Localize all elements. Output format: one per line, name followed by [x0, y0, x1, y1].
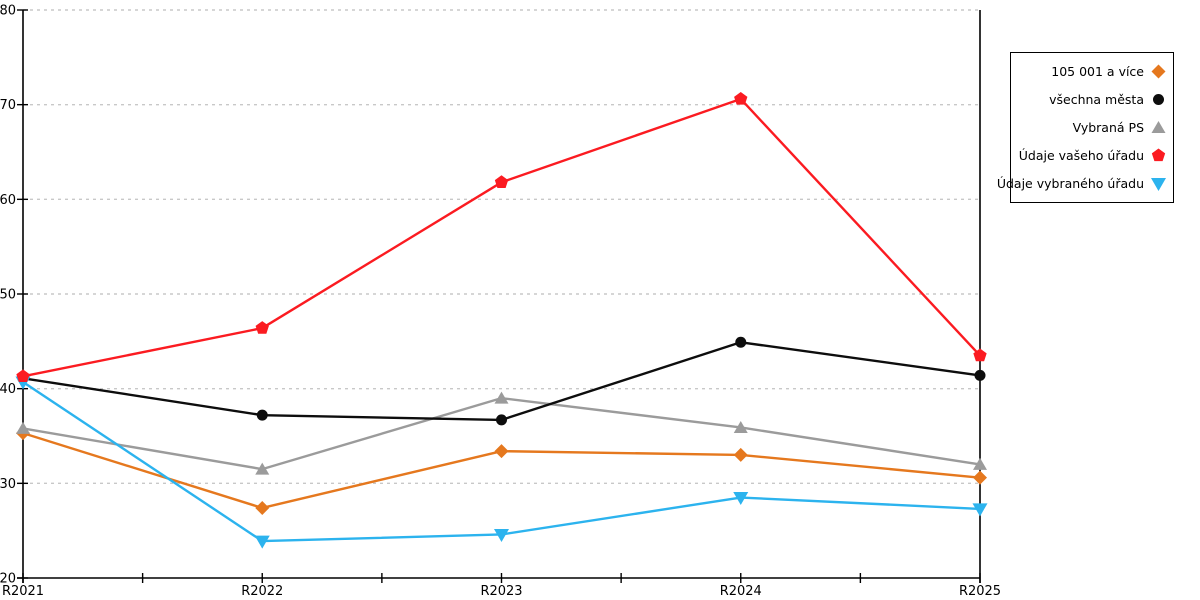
axis-labels: 20 30 40 50 60 70 80 R2021 R2022 R2023 R2024 R2025: [0, 4, 1001, 600]
legend-label: 105 001 a více: [1051, 63, 1144, 79]
gridlines: [23, 9, 980, 485]
legend-item: Vybraná PS: [1073, 119, 1167, 136]
legend-item: 105 001 a více: [1051, 63, 1167, 80]
circle-marker-icon: [1153, 93, 1164, 105]
x-tick-label: R2022: [241, 584, 283, 599]
series-triangle-up: [16, 391, 987, 475]
legend: 105 001 a více všechna města Vybraná PS …: [997, 52, 1174, 203]
legend-item: Údaje vybraného úřadu: [997, 175, 1167, 192]
y-tick-label: 70: [0, 98, 16, 113]
series-circle: [17, 336, 986, 426]
series-pentagon: [16, 91, 987, 383]
x-tick-label: R2021: [2, 584, 44, 599]
legend-label: Údaje vašeho úřadu: [1018, 148, 1144, 164]
y-tick-label: 30: [0, 477, 16, 492]
triangle-down-marker-icon: [1151, 178, 1166, 192]
y-tick-label: 60: [0, 193, 16, 208]
y-tick-label: 20: [0, 572, 16, 587]
x-tick-label: R2024: [720, 584, 762, 599]
axes: [17, 9, 981, 583]
legend-label: Vybraná PS: [1072, 119, 1144, 135]
y-tick-label: 80: [0, 4, 16, 19]
legend-item: všechna města: [1049, 91, 1167, 108]
legend-item: Údaje vašeho úřadu: [1019, 147, 1167, 164]
diamond-marker-icon: [1151, 64, 1166, 79]
line-chart: 20 30 40 50 60 70 80 R2021 R2022 R2023 R2024 R2025: [0, 4, 1001, 600]
legend-label: všechna města: [1049, 91, 1144, 107]
x-tick-label: R2025: [959, 584, 1001, 599]
y-tick-label: 40: [0, 382, 16, 397]
pentagon-marker-icon: [1151, 148, 1166, 162]
y-tick-label: 50: [0, 288, 16, 303]
x-tick-label: R2023: [480, 584, 522, 599]
triangle-up-marker-icon: [1151, 120, 1166, 133]
legend-label: Údaje vybraného úřadu: [996, 176, 1144, 192]
